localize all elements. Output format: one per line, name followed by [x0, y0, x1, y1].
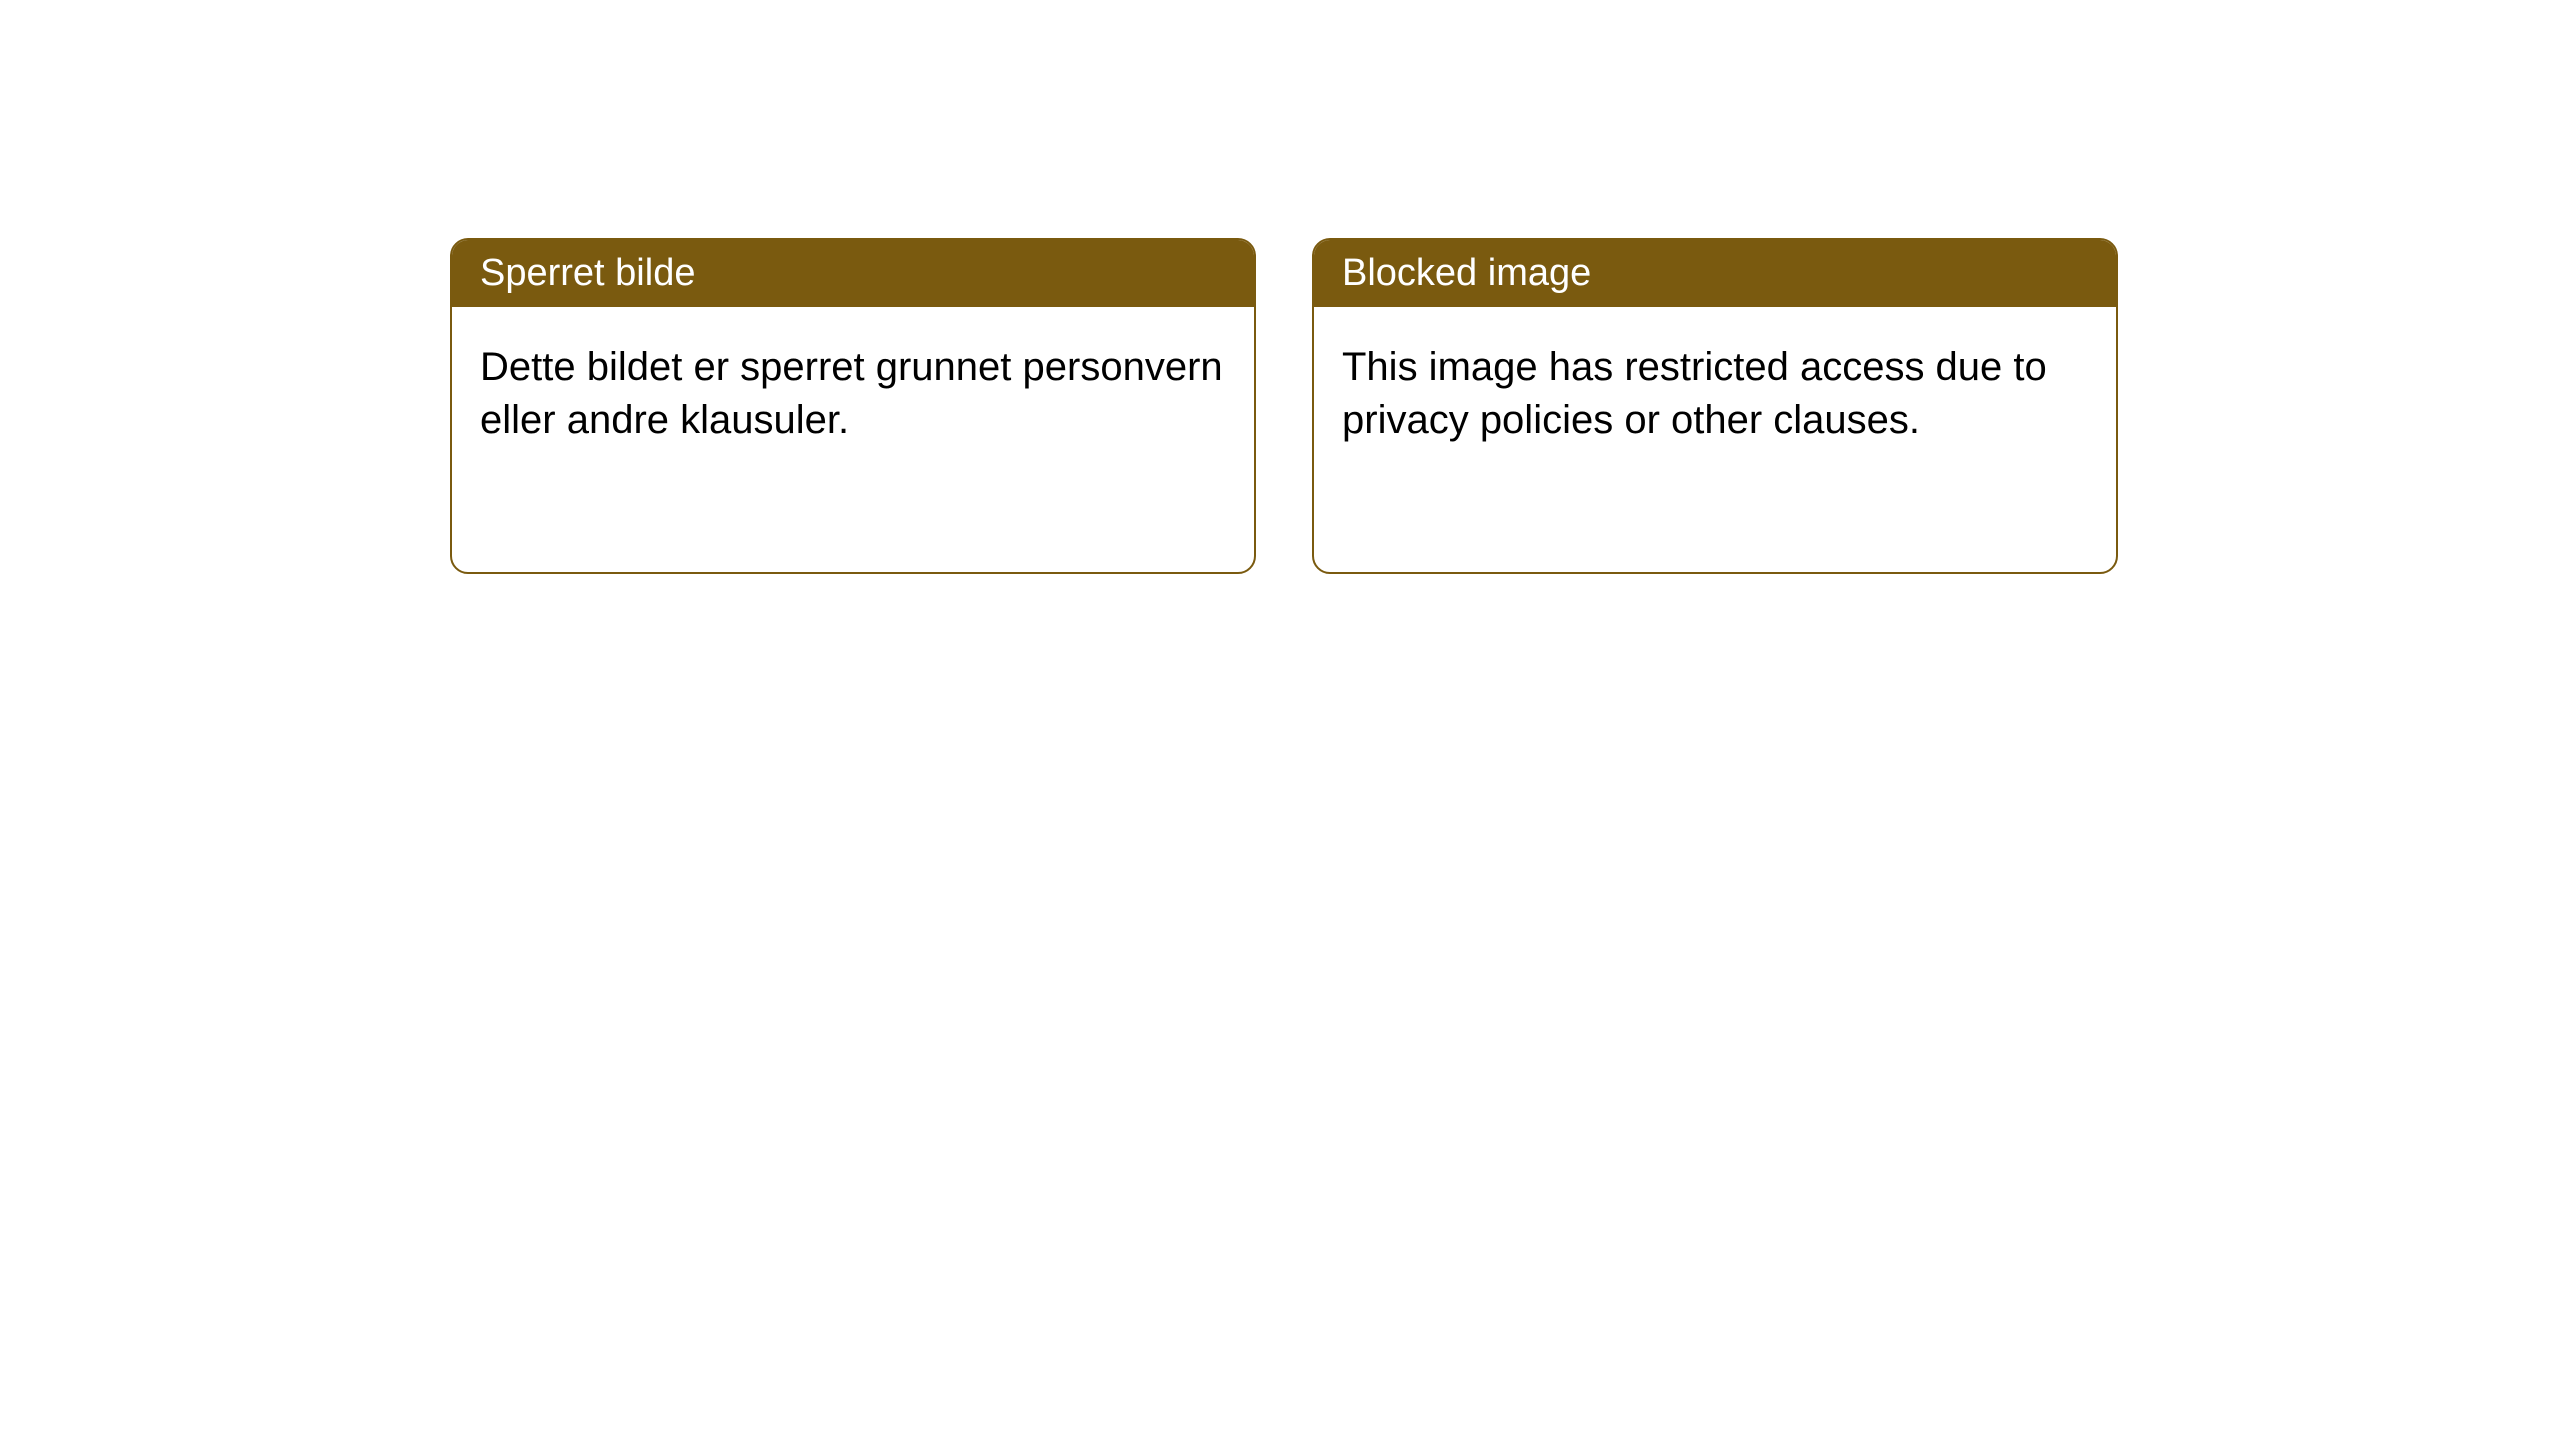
- notice-card-body: This image has restricted access due to …: [1314, 307, 2116, 481]
- notice-cards-container: Sperret bilde Dette bildet er sperret gr…: [450, 238, 2560, 574]
- notice-card-body-text: This image has restricted access due to …: [1342, 345, 2047, 442]
- notice-card-title: Blocked image: [1342, 252, 1591, 294]
- notice-card-english: Blocked image This image has restricted …: [1312, 238, 2118, 574]
- notice-card-body: Dette bildet er sperret grunnet personve…: [452, 307, 1254, 481]
- notice-card-body-text: Dette bildet er sperret grunnet personve…: [480, 345, 1223, 442]
- notice-card-header: Sperret bilde: [452, 240, 1254, 307]
- notice-card-norwegian: Sperret bilde Dette bildet er sperret gr…: [450, 238, 1256, 574]
- notice-card-title: Sperret bilde: [480, 252, 695, 294]
- notice-card-header: Blocked image: [1314, 240, 2116, 307]
